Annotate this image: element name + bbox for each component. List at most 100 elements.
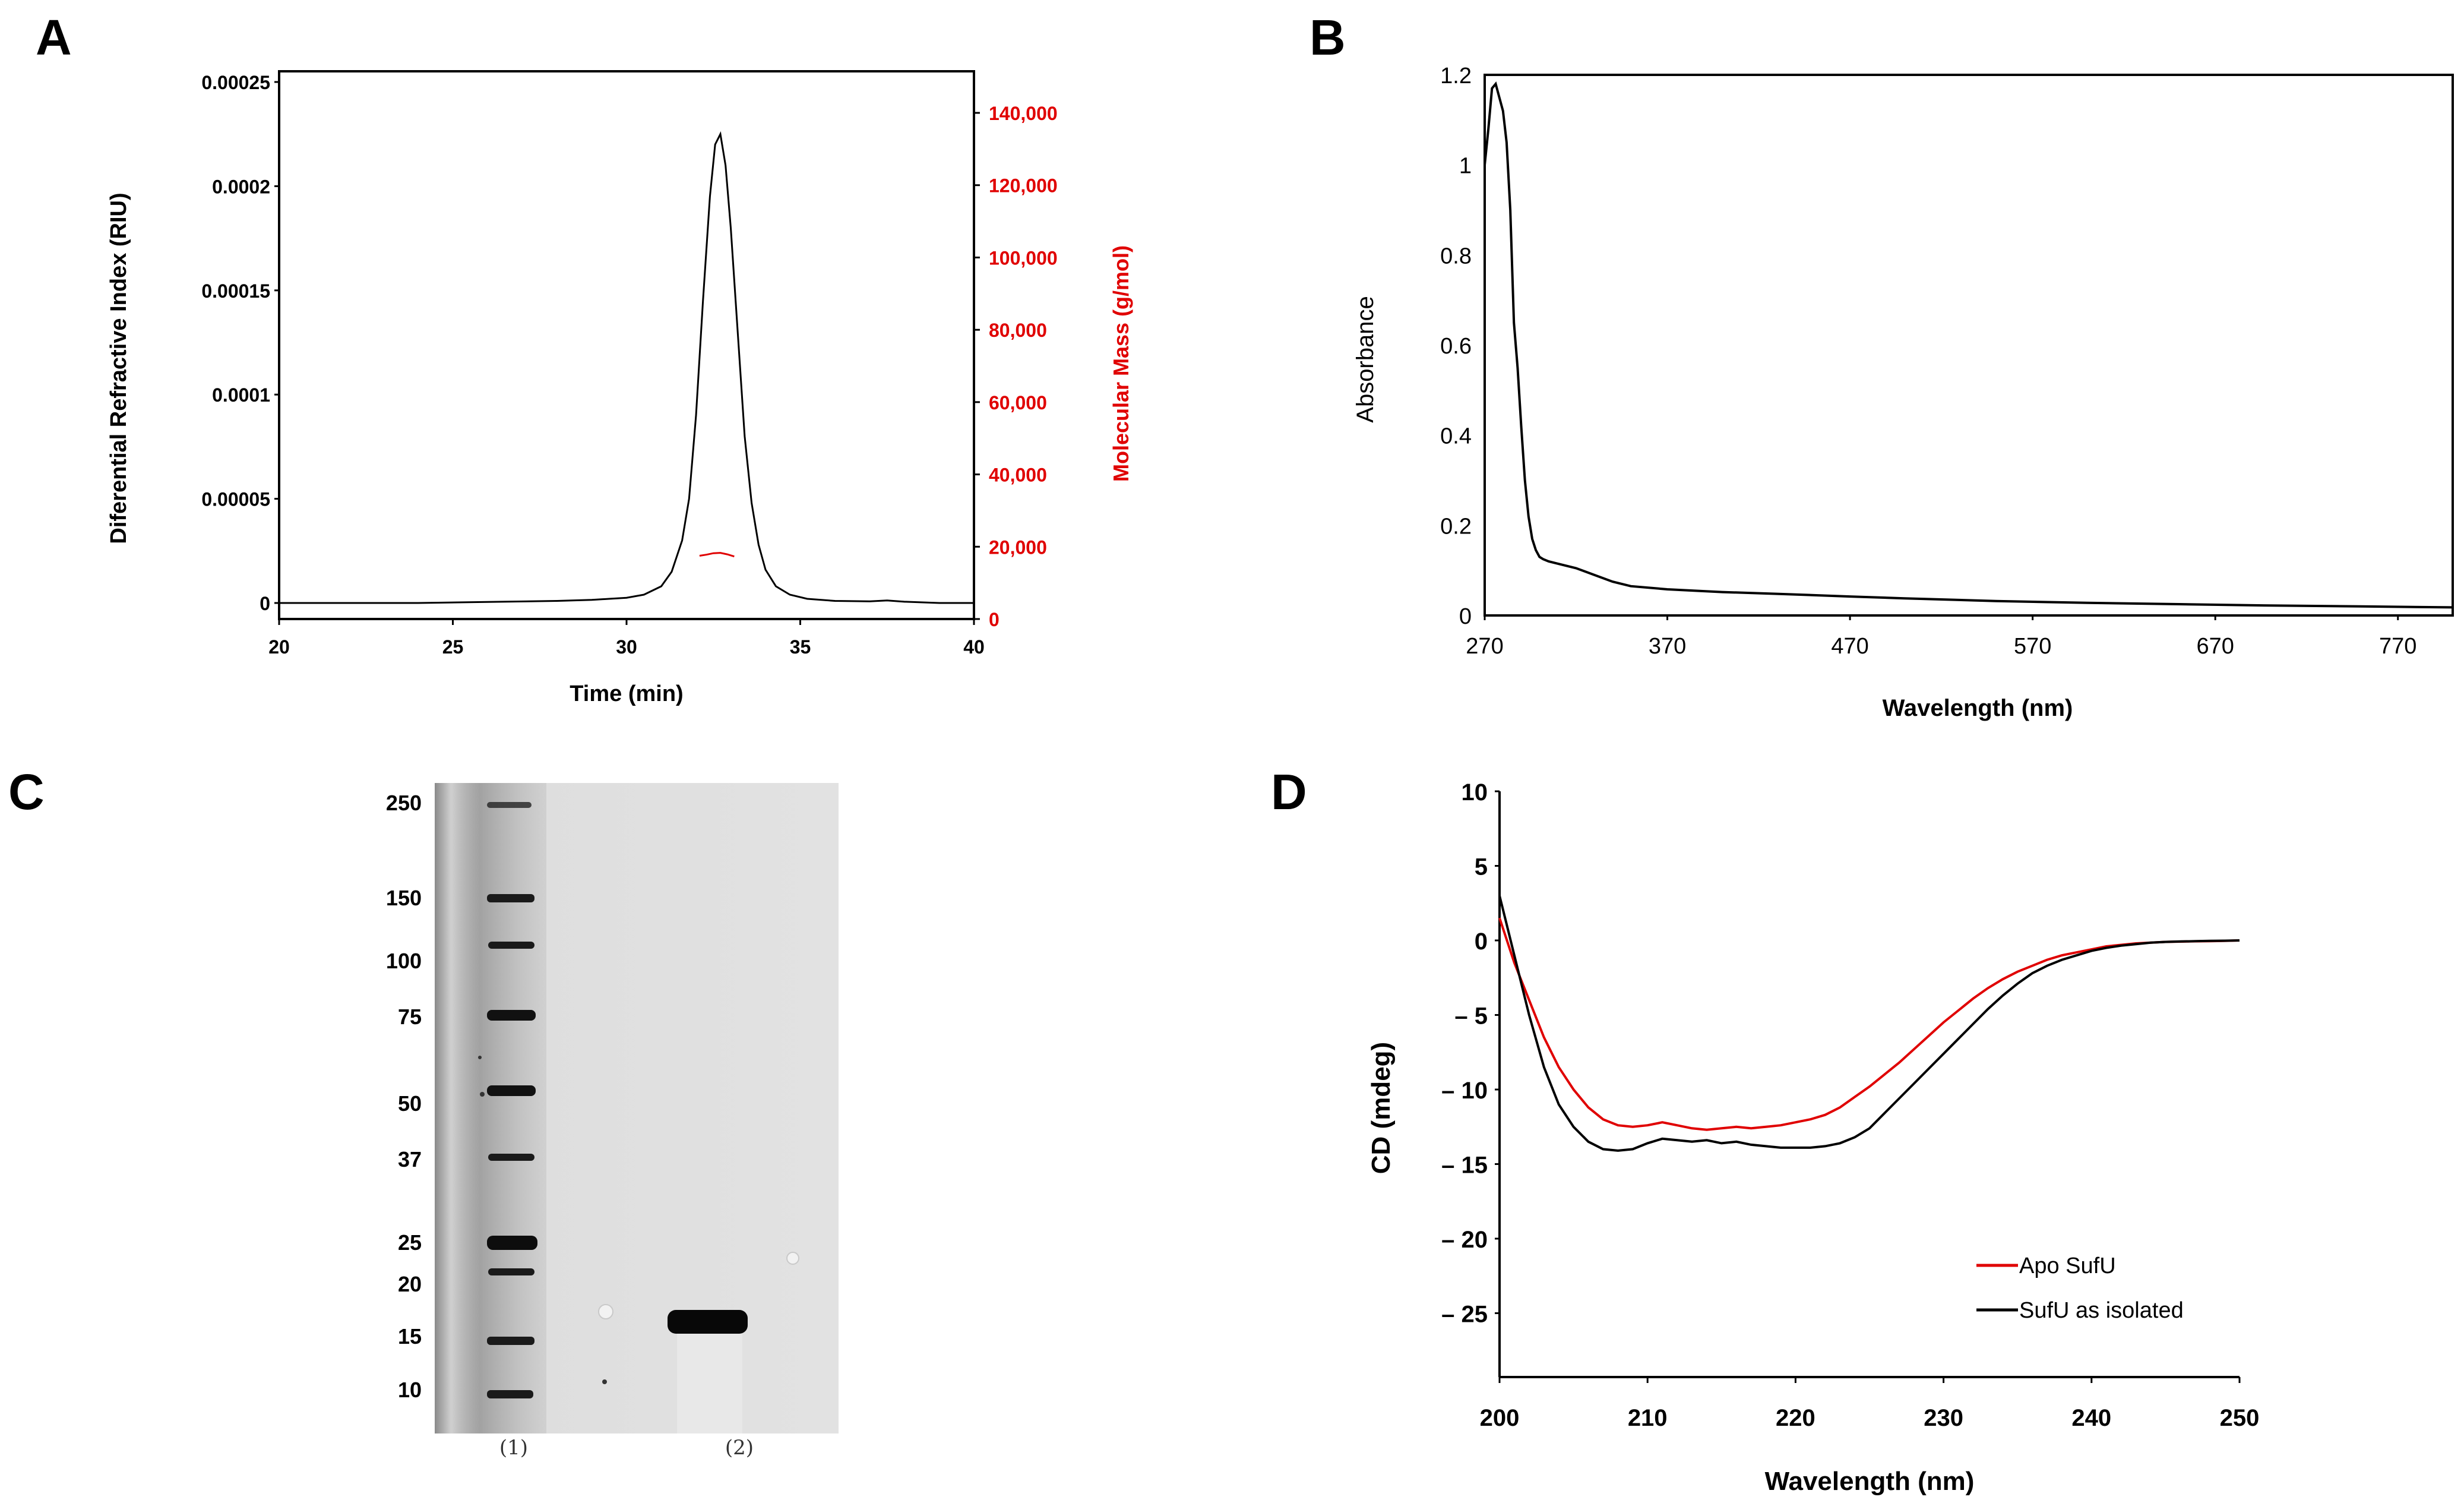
marker-label: 25	[398, 1230, 422, 1255]
marker-label: 50	[398, 1091, 422, 1116]
panel-label-d: D	[1271, 764, 1307, 820]
panel-a-frame	[278, 70, 975, 620]
panel-a-y2-tick-label: 140,000	[989, 103, 1058, 124]
panel-a-y2-tick-label: 80,000	[989, 320, 1047, 341]
panel-d-x-tick-label: 200	[1480, 1405, 1520, 1431]
marker-band-50	[487, 1085, 536, 1096]
gel-speck	[602, 1379, 607, 1384]
panel-c-gel: 250 150 100 75 50 37 25 20 15 10 (1) (2)	[386, 783, 839, 1460]
panel-b-x-tick-label: 570	[2014, 634, 2051, 659]
marker-band-10	[487, 1390, 533, 1398]
panel-b-x-tick-label: 670	[2196, 634, 2234, 659]
panel-d-y-tick-label: 5	[1475, 854, 1488, 880]
panel-a-y-tick-label: 0.00015	[201, 280, 270, 302]
panel-d-y-tick-label: 0	[1475, 929, 1488, 955]
panel-a-x-tick-label: 40	[963, 636, 985, 658]
marker-band-25	[487, 1236, 537, 1250]
marker-label: 75	[398, 1005, 422, 1029]
panel-d-x-tick-label: 230	[1924, 1405, 1963, 1431]
panel-d-y-tick-label: – 25	[1441, 1302, 1488, 1328]
marker-band-100	[488, 942, 534, 949]
panel-b-y-tick-label: 0.8	[1440, 244, 1472, 269]
panel-a-y-tick-label: 0	[260, 593, 270, 614]
panel-d-x-tick-label: 250	[2220, 1405, 2260, 1431]
marker-band-20	[488, 1268, 534, 1275]
panel-a-ri-line	[279, 131, 974, 604]
panel-b-y-tick-label: 1	[1459, 154, 1472, 179]
marker-label: 37	[398, 1147, 422, 1172]
marker-band-150	[487, 894, 534, 902]
panel-d-x-tick-label: 240	[2071, 1405, 2111, 1431]
panel-d-legend: Apo SufU SufU as isolated	[1976, 1253, 2184, 1323]
panel-d-y-tick-label: – 20	[1441, 1227, 1488, 1253]
panel-d-y-tick-label: 10	[1462, 779, 1488, 806]
panel-d-y-axis-label: CD (mdeg)	[1367, 1042, 1396, 1174]
panel-d-chart: 10 5 0 – 5 – 10 – 15 – 20 – 25 200 210 220 230 240 2…	[1367, 779, 2259, 1496]
panel-a-y2-tick-label: 20,000	[989, 536, 1047, 558]
panel-b-y-axis-label: Absorbance	[1352, 296, 1378, 422]
marker-label: 20	[398, 1272, 422, 1296]
panel-label-a: A	[36, 10, 72, 65]
panel-b-y-tick-label: 0.2	[1440, 514, 1472, 539]
marker-label: 150	[386, 886, 422, 910]
panel-a-y-tick-label: 0.00005	[201, 489, 270, 510]
panel-d-y-tick-label: – 15	[1441, 1152, 1488, 1179]
panel-b-y-tick-label: 0.4	[1440, 424, 1472, 449]
panel-a-y2-tick-label: 100,000	[989, 247, 1058, 269]
panel-b-absorbance-line	[1484, 81, 2453, 609]
marker-label: 15	[398, 1324, 422, 1349]
panel-d-sufu-isolated-line	[1498, 895, 2240, 1152]
gel-speck	[598, 1304, 613, 1319]
panel-a-y-tick-label: 0.0001	[212, 384, 270, 406]
marker-band-75	[487, 1010, 536, 1021]
panel-b-y-tick-label: 0	[1459, 604, 1472, 629]
panel-d-x-axis-label: Wavelength (nm)	[1765, 1467, 1975, 1496]
panel-a-y-tick-label: 0.00025	[201, 72, 270, 93]
panel-a-x-tick-label: 20	[268, 636, 290, 658]
panel-b-x-axis-label: Wavelength (nm)	[1883, 695, 2073, 721]
panel-a-y2-tick-label: 40,000	[989, 465, 1047, 486]
panel-b-frame	[1484, 74, 2454, 617]
marker-band-15	[487, 1337, 534, 1345]
panel-d-y-tick-label: – 5	[1454, 1003, 1488, 1030]
panel-a-x-axis-label: Time (min)	[570, 681, 683, 706]
panel-b-chart: 0 0.2 0.4 0.6 0.8 1 1.2 270 370 470 570 670 770 Wav…	[1352, 64, 2454, 721]
sample-band-smear	[677, 1334, 742, 1433]
lane-label-2: (2)	[725, 1436, 754, 1460]
legend-label-sufu-isolated: SufU as isolated	[2019, 1298, 2184, 1323]
marker-lane	[451, 783, 546, 1433]
panel-a-mass-line	[699, 552, 735, 558]
panel-d-apo-sufu-line	[1498, 917, 2240, 1131]
gel-speck	[786, 1252, 799, 1265]
lane-label-1: (1)	[499, 1436, 528, 1460]
marker-band-37	[488, 1154, 534, 1161]
marker-label: 250	[386, 791, 422, 815]
panel-label-c: C	[8, 764, 45, 820]
panel-a-y2-tick-label: 120,000	[989, 175, 1058, 197]
panel-a-x-tick-label: 30	[616, 636, 637, 658]
panel-a-y2-tick-label: 0	[989, 609, 999, 630]
panel-a-x-tick-label: 25	[442, 636, 464, 658]
panel-a-chart: 0 0.00005 0.0001 0.00015 0.0002 0.00025 0 20,0…	[106, 70, 1133, 706]
panel-d-y-tick-label: – 10	[1441, 1078, 1488, 1104]
panel-d-x-tick-label: 210	[1628, 1405, 1668, 1431]
panel-a-x-tick-label: 35	[790, 636, 811, 658]
panel-b-x-tick-label: 470	[1831, 634, 1868, 659]
marker-band-250	[487, 802, 532, 808]
marker-label: 10	[398, 1378, 422, 1402]
panel-label-b: B	[1310, 10, 1346, 65]
panel-b-y-tick-label: 0.6	[1440, 334, 1472, 359]
panel-b-y-tick-label: 1.2	[1440, 64, 1472, 89]
legend-label-apo-sufu: Apo SufU	[2019, 1253, 2116, 1278]
panel-b-x-tick-label: 770	[2379, 634, 2416, 659]
panel-a-y2-tick-label: 60,000	[989, 392, 1047, 413]
panel-d-x-tick-label: 220	[1776, 1405, 1815, 1431]
panel-a-y2-axis-label: Molecular Mass (g/mol)	[1109, 245, 1133, 482]
marker-label: 100	[386, 949, 422, 973]
gel-speck	[480, 1092, 485, 1097]
panel-b-x-tick-label: 270	[1466, 634, 1503, 659]
marker-bands	[487, 802, 537, 1398]
panel-a-y-tick-label: 0.0002	[212, 176, 270, 197]
gel-speck	[478, 1056, 482, 1059]
